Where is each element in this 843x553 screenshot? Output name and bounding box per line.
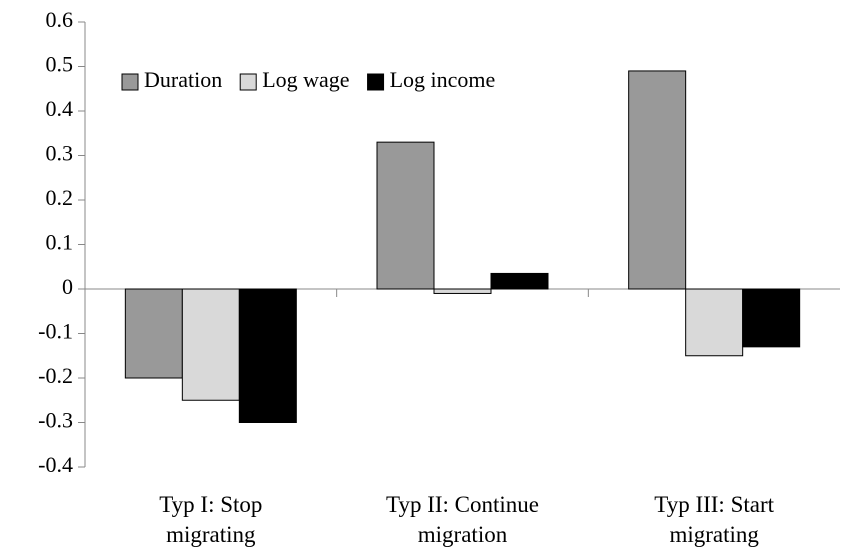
legend-label: Duration	[144, 67, 222, 92]
legend-swatch	[367, 73, 385, 91]
x-tick-label: Typ II: Continue migration	[386, 492, 539, 547]
bar	[433, 288, 492, 294]
legend-label: Log income	[390, 67, 496, 92]
y-tick-label: 0.5	[46, 52, 74, 77]
y-tick-label: 0.4	[46, 96, 74, 121]
bar	[124, 288, 183, 379]
y-tick-label: -0.1	[38, 319, 73, 344]
y-tick-label: 0	[62, 274, 73, 299]
legend-label: Log wage	[262, 67, 349, 92]
legend-swatch	[239, 73, 257, 91]
bar	[238, 288, 297, 423]
y-tick-label: -0.3	[38, 408, 73, 433]
legend-swatch	[121, 73, 139, 91]
bar	[376, 141, 435, 290]
x-tick-label: Typ I: Stop migrating	[159, 492, 263, 547]
bar	[628, 70, 687, 290]
bar	[685, 288, 744, 357]
y-tick-label: 0.2	[46, 185, 74, 210]
x-tick-label: Typ III: Start migrating	[654, 492, 775, 547]
bar	[181, 288, 240, 401]
y-tick-label: -0.2	[38, 363, 73, 388]
y-tick-label: 0.1	[46, 230, 74, 255]
bar	[490, 272, 549, 290]
y-tick-label: 0.3	[46, 141, 74, 166]
y-tick-label: -0.4	[38, 452, 73, 477]
bar	[742, 288, 801, 348]
y-tick-label: 0.6	[46, 7, 74, 32]
